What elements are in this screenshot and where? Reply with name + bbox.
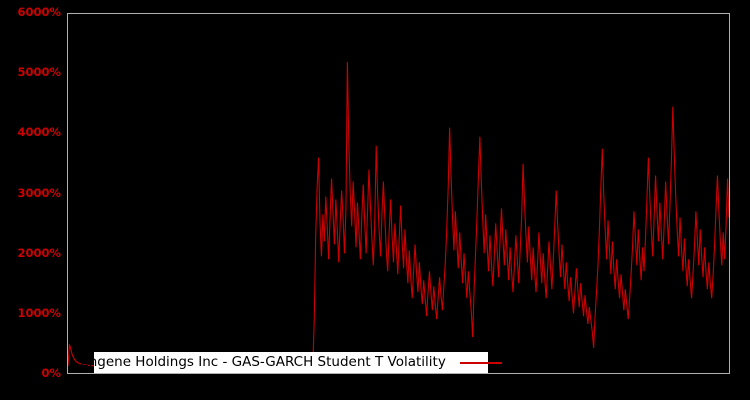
y-axis-tick-label: 0% [41, 366, 61, 380]
y-axis-tick-label: 1000% [17, 305, 61, 320]
y-axis-tick-label: 5000% [17, 65, 61, 80]
y-axis-tick-label: 3000% [17, 185, 61, 200]
y-axis-tick-label: 4000% [17, 125, 61, 140]
volatility-series [68, 14, 729, 373]
y-axis-tick-label: 6000% [17, 5, 61, 19]
y-axis-tick-label: 2000% [17, 245, 61, 260]
volatility-line [68, 62, 729, 370]
chart-legend: Engene Holdings Inc - GAS-GARCH Student … [80, 352, 502, 373]
legend-item-label: Engene Holdings Inc - GAS-GARCH Student … [80, 353, 446, 370]
y-axis-tick-labels: 0% 1000% 2000% 3000% 4000% 5000% 6000% [0, 0, 61, 400]
legend-line-sample [459, 361, 502, 364]
plot-area [67, 13, 730, 374]
